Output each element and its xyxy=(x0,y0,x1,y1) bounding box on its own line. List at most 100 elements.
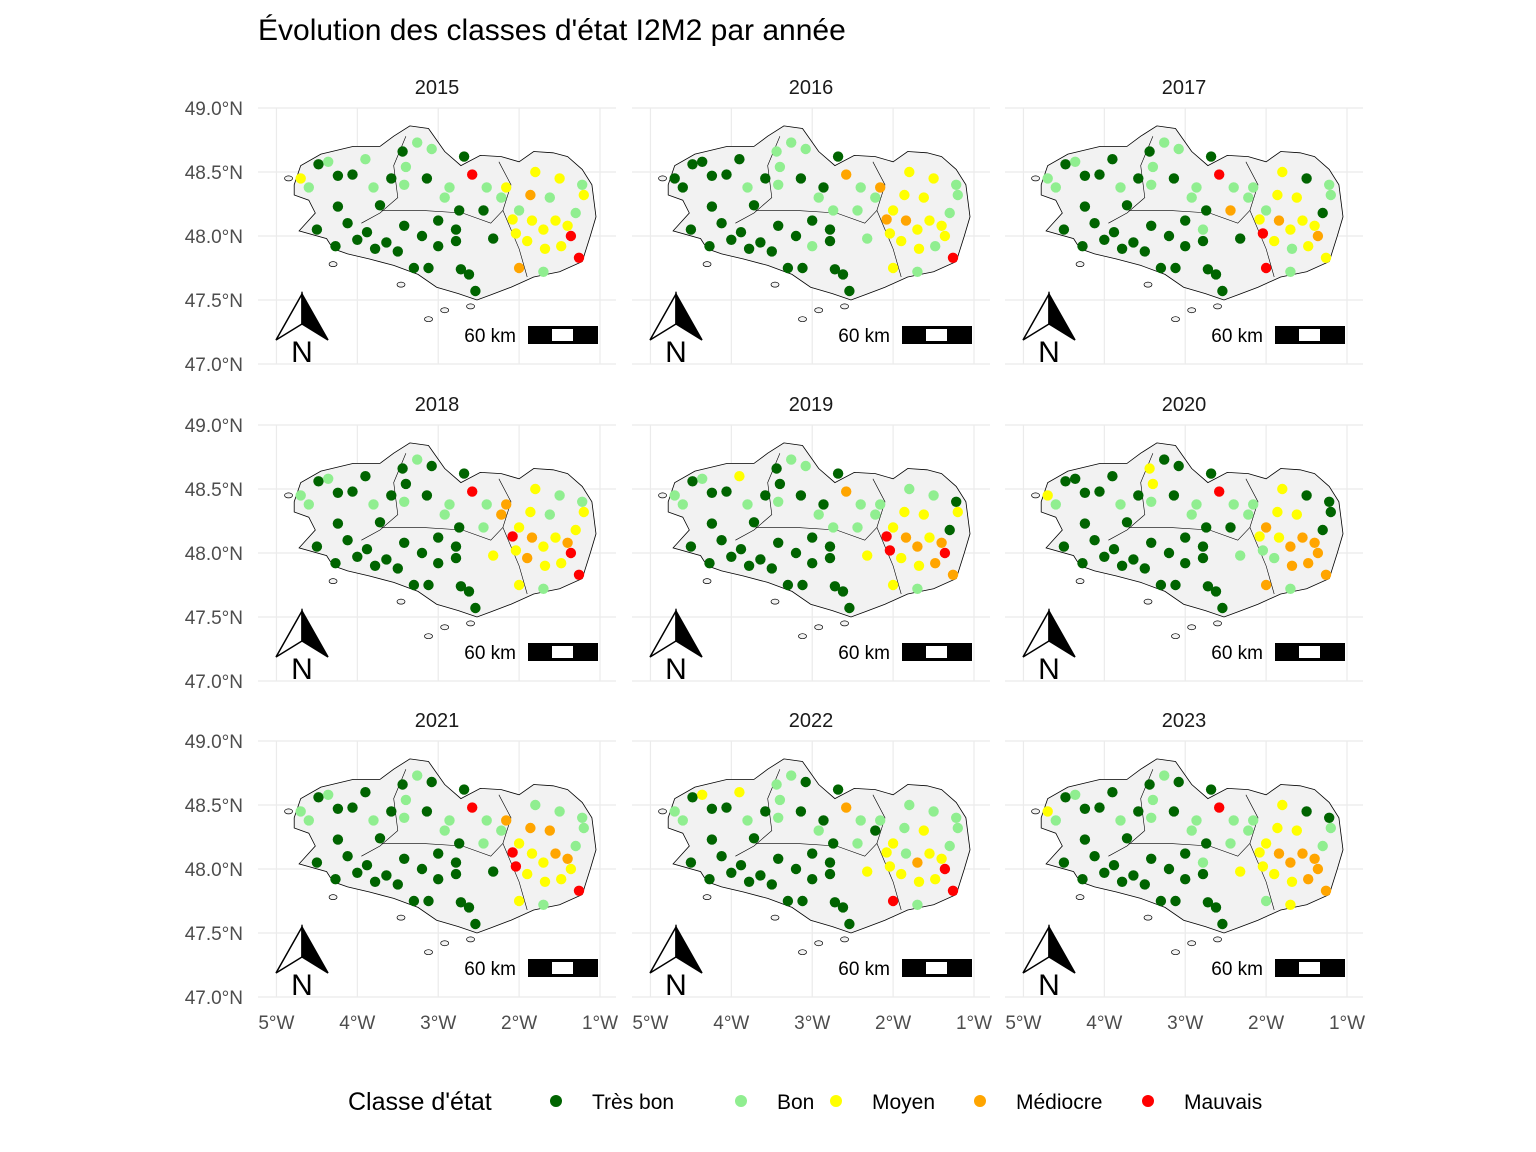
station-point xyxy=(570,524,581,536)
station-point xyxy=(578,189,589,201)
station-point xyxy=(1058,224,1070,235)
station-point xyxy=(444,499,455,510)
station-point xyxy=(1285,224,1296,235)
station-point xyxy=(513,838,525,849)
station-point xyxy=(295,173,306,184)
station-point xyxy=(716,535,727,546)
station-point xyxy=(807,848,818,859)
island-outline xyxy=(396,914,406,921)
panel-year-label: 2021 xyxy=(415,710,460,732)
lon-tick-label: 5°W xyxy=(258,1013,294,1034)
station-point xyxy=(884,228,896,239)
station-point xyxy=(342,218,353,229)
station-point xyxy=(939,230,951,242)
station-point xyxy=(501,815,512,826)
station-point xyxy=(421,173,433,184)
station-point xyxy=(1116,876,1128,887)
north-arrow-left-half xyxy=(649,608,677,658)
station-point xyxy=(706,487,718,498)
station-point xyxy=(735,860,747,871)
island-outline xyxy=(1075,261,1085,268)
station-point xyxy=(510,545,522,556)
scale-bar-label: 60 km xyxy=(464,959,516,980)
station-point xyxy=(782,895,794,907)
station-point xyxy=(458,151,470,162)
north-arrow-left-half xyxy=(275,924,303,974)
station-point xyxy=(862,550,873,561)
station-point xyxy=(1147,161,1159,173)
north-arrow-right-half xyxy=(675,608,703,658)
station-point xyxy=(538,583,549,594)
island-outline xyxy=(440,624,450,631)
station-point xyxy=(947,252,959,263)
station-point xyxy=(1260,522,1272,533)
station-point xyxy=(928,806,939,817)
north-arrow: N xyxy=(275,291,329,369)
station-point xyxy=(550,848,561,859)
station-points xyxy=(1042,770,1337,930)
station-point xyxy=(1309,537,1320,548)
station-point xyxy=(912,899,923,910)
station-point xyxy=(841,169,852,180)
station-point xyxy=(881,847,892,858)
north-arrow: N xyxy=(275,608,329,686)
station-point xyxy=(862,233,873,244)
station-point xyxy=(900,848,912,859)
station-point xyxy=(577,812,588,823)
station-point xyxy=(1060,476,1071,487)
station-point xyxy=(828,522,839,533)
station-point xyxy=(530,483,541,495)
scale-bar-segment xyxy=(1299,329,1320,341)
station-point xyxy=(1079,487,1091,498)
station-point xyxy=(1108,544,1120,555)
panel-2019: 2019 N 60 km xyxy=(632,394,990,686)
station-point xyxy=(544,509,555,520)
island-outline xyxy=(284,175,293,182)
station-point xyxy=(1146,812,1157,823)
north-arrow-right-half xyxy=(675,924,703,974)
north-arrow-left-half xyxy=(275,291,303,341)
station-point xyxy=(852,838,863,849)
legend-key xyxy=(550,1095,562,1107)
island-outline xyxy=(1075,578,1085,585)
scale-bar-segment xyxy=(552,962,573,974)
station-point xyxy=(1099,551,1110,562)
island-outline xyxy=(658,492,667,499)
station-point xyxy=(1201,522,1212,533)
station-point xyxy=(570,840,581,852)
island-outline xyxy=(1187,624,1197,631)
legend-items: Très bon Bon Moyen Médiocre Mauvais xyxy=(550,1091,1262,1114)
station-point xyxy=(947,569,959,580)
station-point xyxy=(797,895,808,907)
island-outline xyxy=(1031,808,1040,815)
island-outline xyxy=(798,633,807,640)
department-border xyxy=(361,453,407,541)
legend: Classe d'état Très bon Bon Moyen Médiocre Ma… xyxy=(348,1088,1262,1116)
station-point xyxy=(463,269,475,280)
station-point xyxy=(837,586,849,597)
station-point xyxy=(1128,237,1139,248)
station-point xyxy=(1146,496,1157,507)
station-point xyxy=(513,205,525,216)
station-point xyxy=(426,143,437,155)
station-point xyxy=(1277,483,1288,495)
region-outline xyxy=(293,125,597,301)
station-point xyxy=(368,499,379,510)
island-outline xyxy=(1213,303,1222,310)
station-point xyxy=(1260,205,1272,216)
scale-bar-segment xyxy=(552,329,573,341)
north-arrow-right-half xyxy=(1048,291,1076,341)
legend-title: Classe d'état xyxy=(348,1088,492,1116)
station-point xyxy=(1272,189,1283,201)
station-point xyxy=(439,192,450,203)
panel-year-label: 2015 xyxy=(415,77,460,99)
island-outline xyxy=(840,936,849,943)
station-point xyxy=(1197,857,1209,868)
station-point xyxy=(295,490,306,501)
station-point xyxy=(936,537,947,548)
station-point xyxy=(1107,154,1118,165)
station-point xyxy=(332,170,344,181)
station-point xyxy=(1303,241,1314,252)
station-point xyxy=(1144,779,1155,790)
